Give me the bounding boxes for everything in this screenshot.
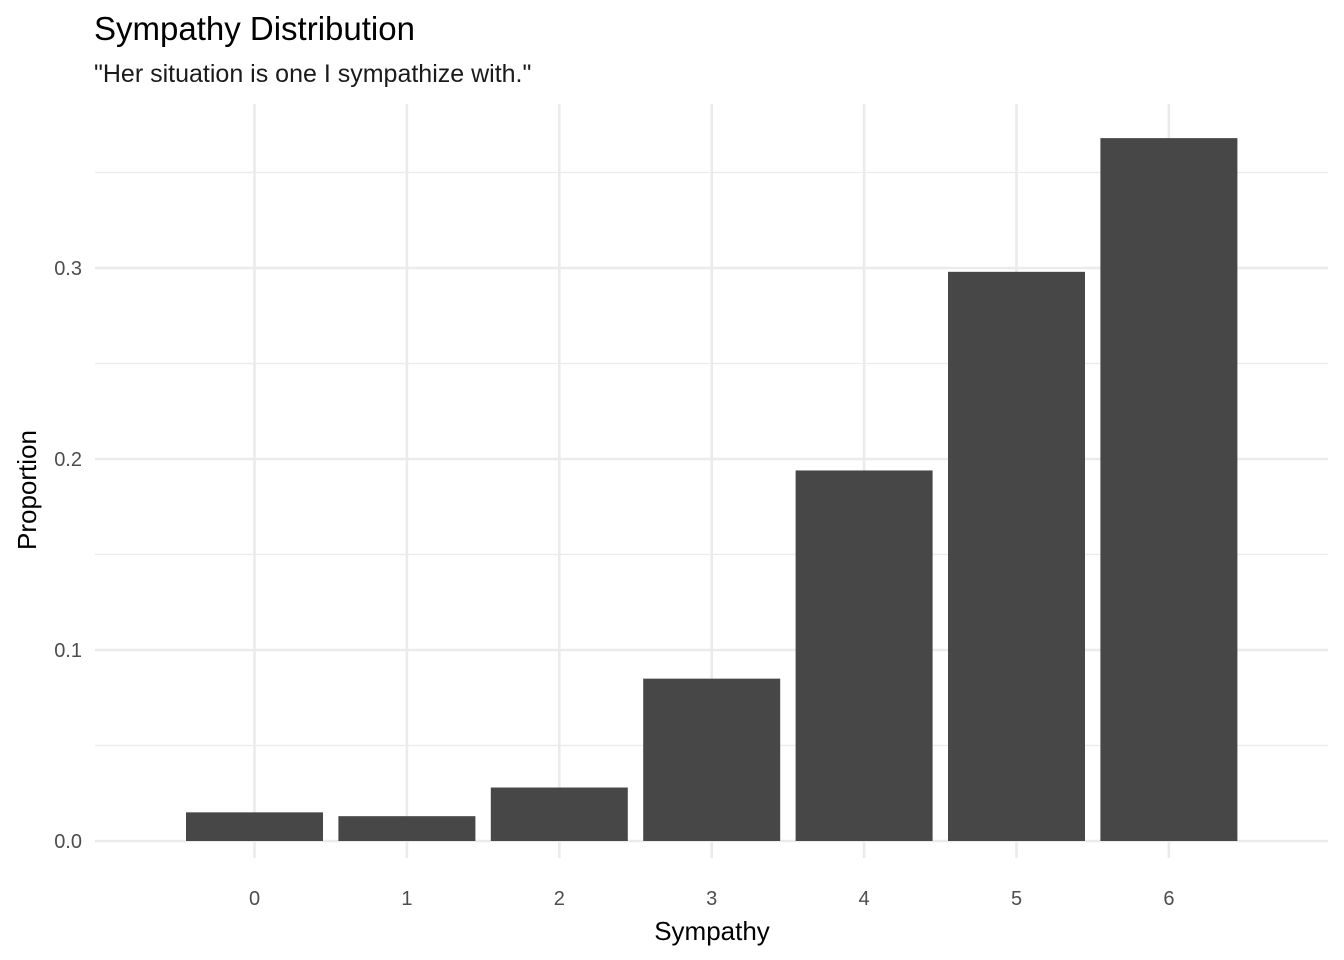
x-tick-label: 1 [401,888,412,910]
chart-subtitle: "Her situation is one I sympathize with.… [94,60,531,88]
chart-title: Sympathy Distribution [94,10,415,47]
y-tick-label: 0.2 [54,449,82,471]
y-tick-label: 0.3 [54,258,82,280]
x-tick-label: 6 [1163,888,1174,910]
bar [186,812,323,841]
x-tick-label: 3 [706,888,717,910]
bars [186,138,1238,841]
bar [338,816,476,841]
x-axis-ticks: 0 1 2 3 4 5 6 [249,888,1175,910]
plot-area [95,104,1328,858]
y-tick-label: 0.0 [54,831,82,853]
x-tick-label: 5 [1011,888,1022,910]
x-tick-label: 4 [859,888,870,910]
bar [1100,138,1238,841]
bar [795,470,933,841]
bar [948,271,1085,841]
y-axis-title: Proportion [12,430,42,550]
bar [643,678,781,841]
x-tick-label: 0 [249,888,260,910]
y-tick-label: 0.1 [54,640,82,662]
x-tick-label: 2 [554,888,565,910]
y-axis-ticks: 0.0 0.1 0.2 0.3 [54,258,82,853]
bar [490,787,628,841]
x-axis-title: Sympathy [654,916,770,946]
